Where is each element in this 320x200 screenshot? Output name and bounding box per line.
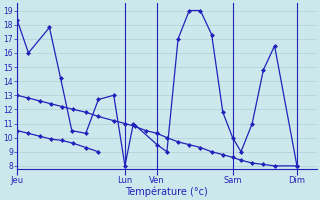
X-axis label: Température (°c): Température (°c) <box>125 186 208 197</box>
